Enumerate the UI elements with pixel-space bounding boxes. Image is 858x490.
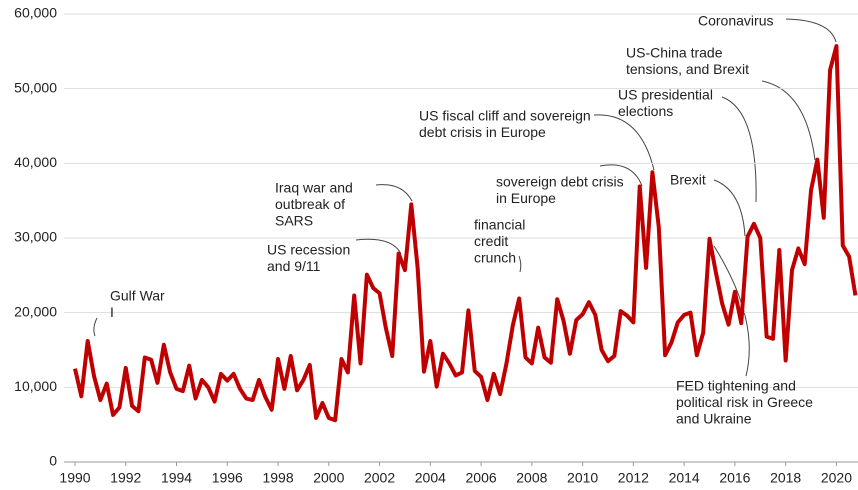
leader-line [375, 184, 413, 202]
y-tick-label: 20,000 [14, 303, 57, 319]
y-tick-label: 10,000 [14, 378, 57, 394]
annotation: in Europe [496, 190, 556, 206]
x-tick-label: 2018 [770, 470, 801, 486]
annotation: Gulf War [110, 288, 165, 304]
x-tick-label: 2004 [415, 470, 446, 486]
y-tick-label: 50,000 [14, 79, 57, 95]
x-tick-label: 1998 [262, 470, 293, 486]
leader-line [721, 96, 757, 203]
x-tick-label: 2020 [821, 470, 852, 486]
leader-line [761, 80, 816, 161]
annotation: debt crisis in Europe [419, 124, 546, 140]
y-tick-label: 0 [49, 453, 57, 469]
y-tick-label: 40,000 [14, 154, 57, 170]
annotation: US-China trade [626, 45, 723, 61]
x-tick-label: 1990 [59, 470, 90, 486]
annotation: and Ukraine [676, 411, 752, 427]
x-tick-label: 1992 [110, 470, 141, 486]
leader-line [355, 238, 402, 255]
annotation: and 9/11 [267, 258, 321, 274]
leader-line [593, 114, 655, 171]
leader-line [785, 18, 837, 43]
y-tick-label: 60,000 [14, 5, 57, 21]
leader-line [93, 317, 98, 337]
x-tick-label: 2012 [618, 470, 649, 486]
leader-line [713, 245, 750, 377]
x-tick-label: 1994 [161, 470, 192, 486]
annotation: US presidential [618, 87, 713, 103]
x-tick-label: 2008 [516, 470, 547, 486]
annotation: financial [474, 217, 525, 233]
annotation: credit [474, 233, 508, 249]
annotation: Iraq war and [275, 180, 353, 196]
annotation: sovereign debt crisis [496, 174, 624, 190]
annotation: crunch [474, 250, 516, 266]
y-tick-label: 30,000 [14, 229, 57, 245]
x-tick-label: 2000 [313, 470, 344, 486]
x-tick-label: 1996 [212, 470, 243, 486]
leader-lines [93, 18, 837, 377]
annotation: elections [618, 103, 673, 119]
leader-line [713, 179, 746, 237]
annotation: outbreak of [275, 196, 345, 212]
x-tick-label: 2006 [466, 470, 497, 486]
annotation: Brexit [670, 172, 706, 188]
x-tick-label: 2010 [567, 470, 598, 486]
annotation: SARS [275, 213, 313, 229]
annotation: I [110, 304, 114, 320]
annotation: US fiscal cliff and sovereign [419, 108, 591, 124]
annotation: FED tightening and [676, 378, 796, 394]
x-tick-label: 2016 [719, 470, 750, 486]
leader-line [518, 255, 522, 273]
series-line [73, 44, 858, 423]
annotation: US recession [267, 242, 350, 258]
x-tick-label: 2014 [669, 470, 700, 486]
annotation: Coronavirus [698, 13, 773, 29]
annotation: political risk in Greece [676, 394, 813, 410]
x-tick-label: 2002 [364, 470, 395, 486]
leader-line [599, 164, 643, 187]
annotation: tensions, and Brexit [626, 61, 749, 77]
